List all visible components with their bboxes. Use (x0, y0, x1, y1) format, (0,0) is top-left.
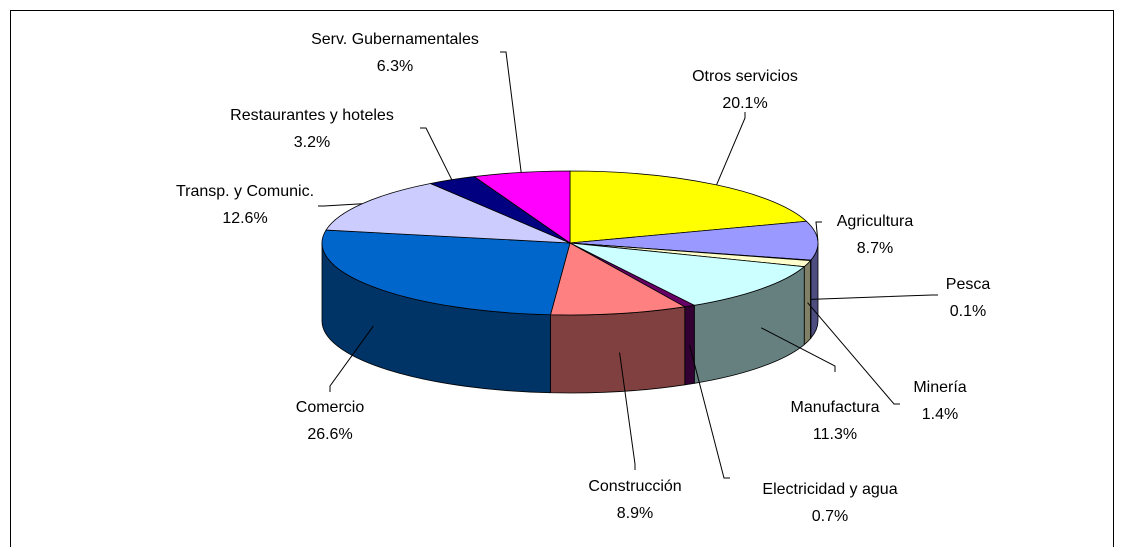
category-label: Serv. Gubernamentales (311, 31, 479, 48)
leader-line (329, 325, 374, 392)
category-label: Comercio (296, 399, 365, 416)
leader-line (760, 327, 836, 372)
pie-slice (569, 242, 805, 306)
leader-line (500, 51, 522, 173)
pie-slice (473, 170, 571, 244)
value-label: 1.4% (922, 406, 958, 423)
value-label: 26.6% (307, 426, 352, 443)
category-label: Manufactura (791, 399, 880, 416)
leader-line (807, 302, 900, 405)
category-label: Otros servicios (692, 68, 798, 85)
category-label: Construcción (588, 478, 681, 495)
chart-frame (10, 10, 1114, 547)
pie-side (550, 306, 686, 394)
pie-side (684, 304, 695, 386)
leader-line (689, 344, 730, 479)
category-label: Pesca (946, 276, 991, 293)
pie-side (803, 260, 811, 346)
category-label: Restaurantes y hoteles (230, 107, 394, 124)
leader-line (815, 221, 822, 241)
value-label: 12.6% (222, 210, 267, 227)
leader-line (810, 294, 938, 300)
value-label: 3.2% (294, 134, 330, 151)
category-label: Electricidad y agua (762, 481, 897, 498)
category-label: Minería (913, 379, 966, 396)
value-label: 20.1% (722, 95, 767, 112)
pie-slice (321, 229, 571, 316)
value-label: 6.3% (377, 58, 413, 75)
leader-line (318, 203, 363, 207)
pie-slice (550, 242, 686, 316)
value-label: 8.9% (617, 505, 653, 522)
value-label: 0.7% (812, 508, 848, 525)
category-label: Transp. y Comunic. (176, 183, 314, 200)
value-label: 8.7% (857, 240, 893, 257)
value-label: 0.1% (950, 303, 986, 320)
category-label: Agricultura (837, 213, 914, 230)
value-label: 11.3% (813, 426, 857, 443)
leader-line (619, 352, 636, 470)
leader-line (420, 127, 453, 180)
pie-slice (325, 183, 571, 244)
leader-line (716, 112, 746, 186)
